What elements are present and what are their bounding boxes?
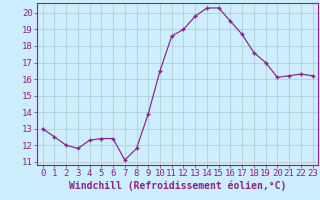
X-axis label: Windchill (Refroidissement éolien,°C): Windchill (Refroidissement éolien,°C) [69,181,286,191]
